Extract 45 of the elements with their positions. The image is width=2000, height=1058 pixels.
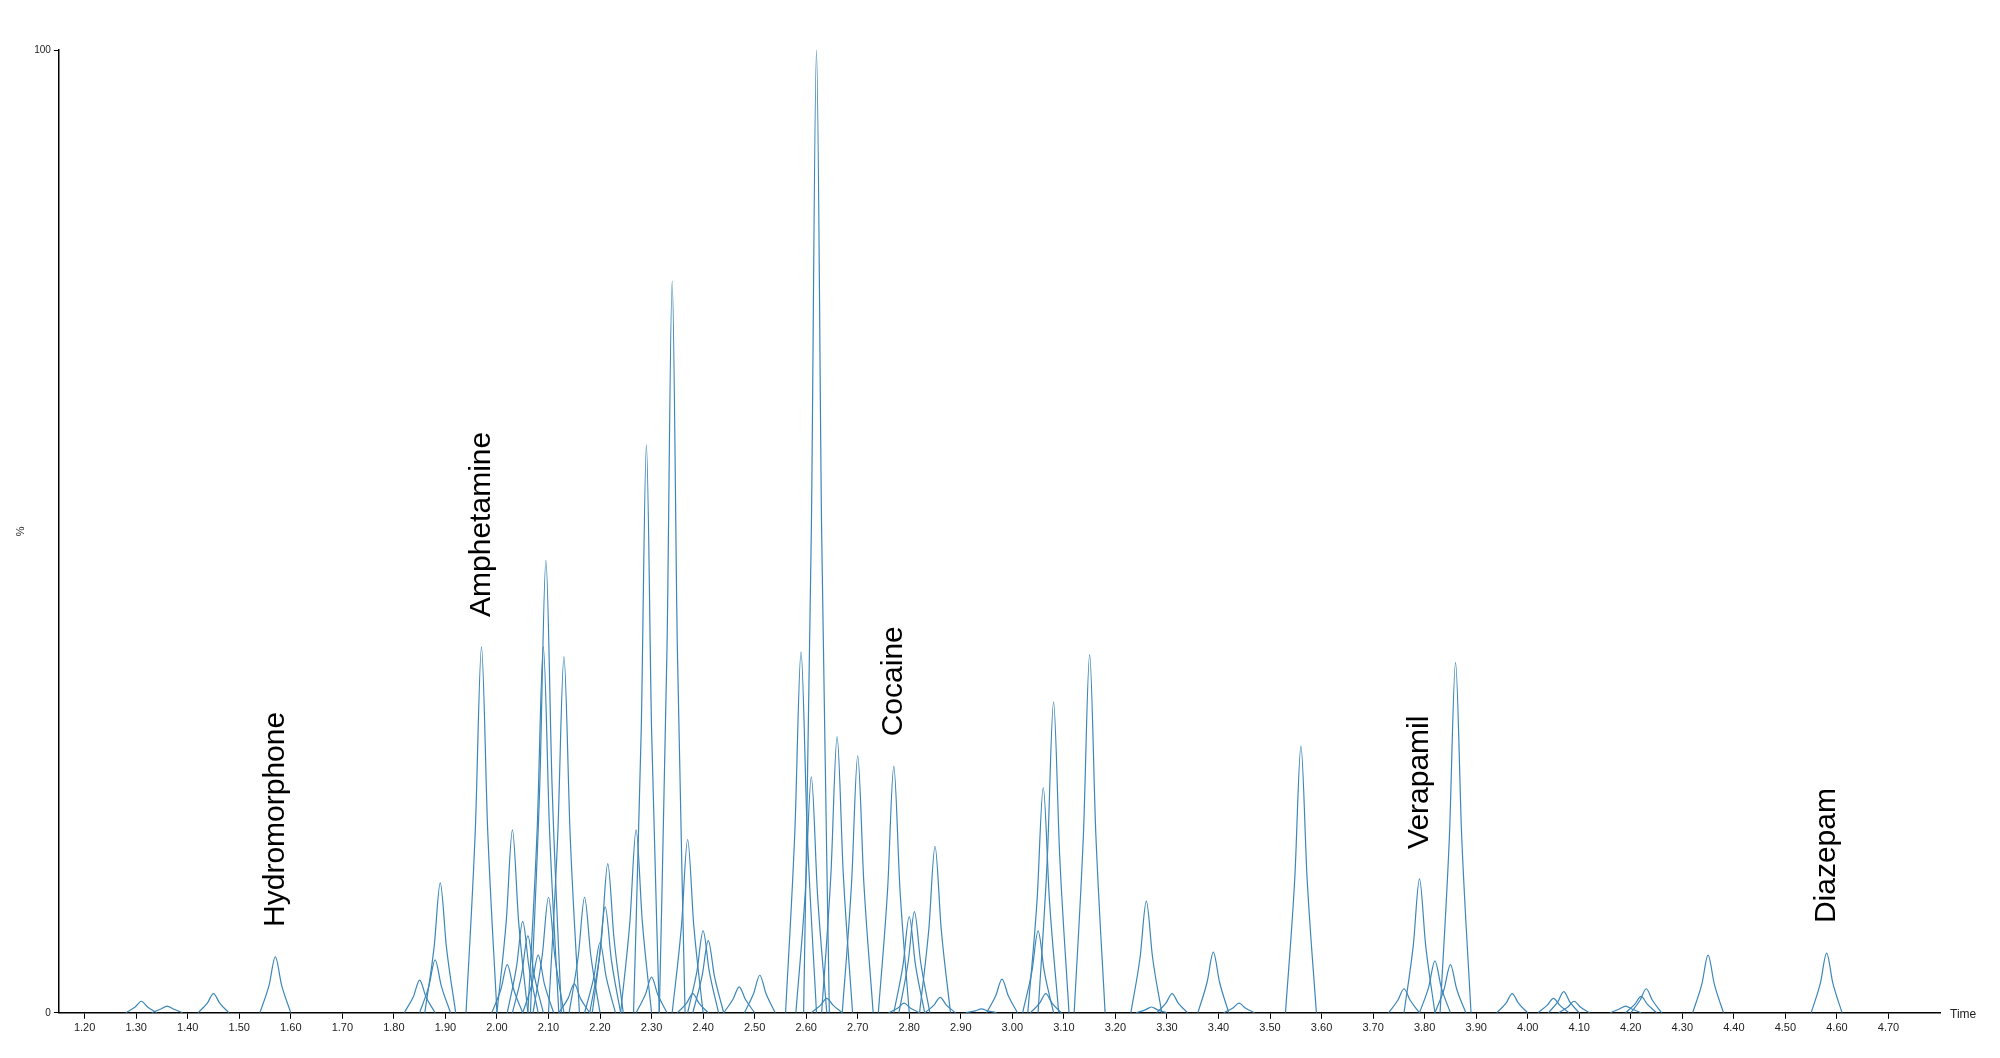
x-tick-label: 3.90 — [1465, 1021, 1487, 1034]
x-tick-label: 4.10 — [1568, 1021, 1590, 1034]
x-axis-title: Time — [1950, 1007, 1977, 1022]
x-tick-label: 2.20 — [589, 1021, 611, 1034]
x-tick-label: 2.00 — [486, 1021, 508, 1034]
x-tick-label: 4.00 — [1516, 1021, 1539, 1034]
x-tick-label: 2.90 — [950, 1021, 972, 1034]
x-tick-label: 3.30 — [1156, 1021, 1178, 1034]
x-tick-label: 4.60 — [1826, 1021, 1848, 1034]
x-tick-label: 2.40 — [692, 1021, 714, 1034]
x-tick-label: 4.30 — [1671, 1021, 1694, 1034]
annotation: Hydromorphone — [256, 711, 290, 927]
x-tick-label: 1.40 — [177, 1021, 199, 1034]
x-tick-label: 3.20 — [1104, 1021, 1127, 1034]
x-tick-label: 4.70 — [1877, 1021, 1900, 1034]
annotation: Amphetamine — [462, 431, 496, 617]
x-tick-label: 3.80 — [1413, 1021, 1436, 1034]
x-tick-label: 2.10 — [537, 1021, 560, 1034]
x-tick-label: 2.50 — [743, 1021, 766, 1034]
x-tick-label: 1.80 — [383, 1021, 405, 1034]
x-tick-label: 4.50 — [1774, 1021, 1797, 1034]
x-tick-label: 2.70 — [847, 1021, 869, 1034]
annotation: Verapamil — [1400, 715, 1434, 849]
y-tick-label: 100 — [34, 43, 52, 55]
y-tick-label: 0 — [45, 1006, 52, 1018]
annotation: Cocaine — [875, 626, 909, 737]
x-tick-label: 1.70 — [331, 1021, 354, 1034]
x-tick-label: 3.00 — [1001, 1021, 1024, 1034]
x-tick-label: 1.90 — [434, 1021, 457, 1034]
x-tick-label: 1.50 — [228, 1021, 250, 1034]
annotation: Diazepam — [1807, 788, 1841, 924]
x-tick-label: 1.60 — [280, 1021, 302, 1034]
x-tick-label: 3.70 — [1362, 1021, 1384, 1034]
x-tick-label: 3.40 — [1207, 1021, 1230, 1034]
x-tick-label: 2.80 — [898, 1021, 920, 1034]
x-tick-label: 4.40 — [1723, 1021, 1745, 1034]
x-tick-label: 3.50 — [1259, 1021, 1281, 1034]
x-tick-label: 2.60 — [795, 1021, 817, 1034]
x-tick-label: 1.30 — [125, 1021, 147, 1034]
x-tick-label: 3.60 — [1310, 1021, 1333, 1034]
x-tick-label: 4.20 — [1620, 1021, 1642, 1034]
x-tick-label: 3.10 — [1053, 1021, 1075, 1034]
x-tick-label: 1.20 — [73, 1021, 96, 1034]
x-tick-label: 2.30 — [640, 1021, 663, 1034]
y-axis-title: % — [13, 526, 26, 537]
